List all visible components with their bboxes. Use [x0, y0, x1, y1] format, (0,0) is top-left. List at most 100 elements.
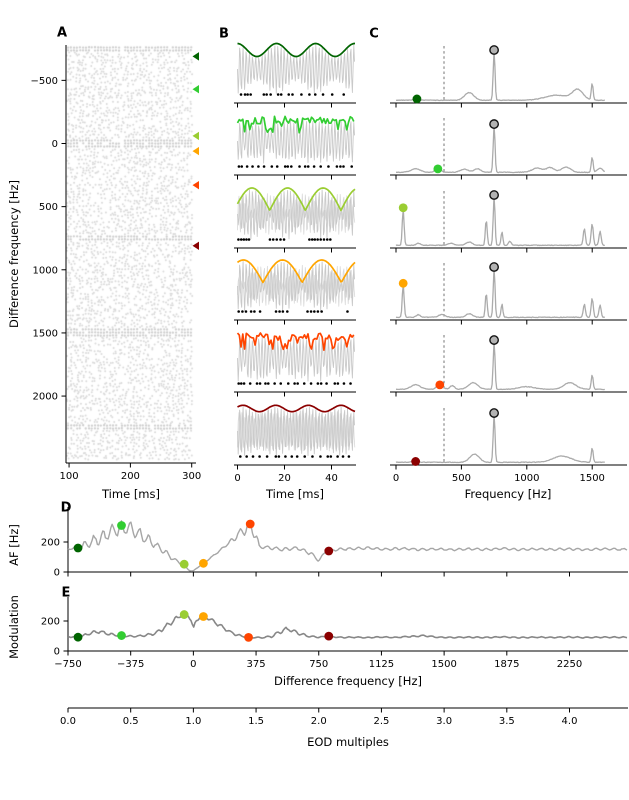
spike-dot [243, 93, 247, 96]
tick-label: 0 [54, 647, 60, 658]
panel-e-letter: E [61, 585, 71, 601]
spike-dot [281, 310, 285, 313]
panel-e-xlabel: Difference frequency [Hz] [274, 674, 422, 688]
tick-label: 40 [325, 473, 338, 484]
condition-dot [179, 610, 189, 619]
tick-label: 20 [278, 473, 291, 484]
spike-dot [298, 165, 301, 168]
spike-dot [342, 165, 345, 168]
modulation-curve [67, 612, 628, 639]
tick-label: 100 [60, 471, 79, 482]
carrier-wave [237, 335, 355, 382]
spike-dot [316, 310, 320, 313]
spike-dot [325, 382, 328, 385]
panel-d-letter: D [60, 500, 72, 516]
am-envelope [236, 332, 355, 351]
spike-dot [242, 238, 246, 241]
spike-dot [319, 382, 323, 385]
spike-dot [265, 455, 269, 458]
spike-dot [245, 165, 249, 168]
am-envelope [236, 187, 356, 212]
spike-dot [242, 382, 246, 385]
spike-dot [326, 455, 330, 458]
spike-dot [350, 165, 354, 168]
spike-dot [335, 165, 339, 168]
tick-label: 2.0 [311, 716, 327, 727]
spike-dot [286, 165, 290, 168]
af-dot [412, 94, 422, 104]
af-dot [433, 164, 443, 174]
spike-dot [310, 238, 314, 241]
tick-label: 1500 [33, 328, 58, 339]
am-envelope [236, 259, 356, 284]
spike-dot [313, 238, 317, 241]
tick-label: 1.0 [185, 716, 201, 727]
tick-label: 0.5 [123, 716, 139, 727]
spike-dot [273, 382, 276, 385]
df-marker [192, 180, 199, 190]
spike-dot [282, 238, 286, 241]
tick-label: 0 [393, 473, 399, 484]
panel-c-letter: C [369, 26, 379, 42]
spike-dot [262, 93, 266, 96]
eod-peak-marker [489, 190, 499, 200]
df-marker [192, 131, 199, 141]
df-marker [192, 84, 199, 94]
spike-dot [237, 165, 241, 168]
panel-b-letter: B [219, 26, 229, 42]
am-envelope [237, 404, 356, 413]
spike-dot [269, 93, 272, 96]
tick-label: 0 [52, 139, 58, 150]
carrier-wave [237, 189, 355, 240]
spike-dot [339, 165, 342, 168]
eod-peak-marker [489, 119, 499, 129]
eod-peak-marker [489, 262, 499, 272]
tick-label: −500 [31, 76, 58, 87]
spike-dot [309, 382, 313, 385]
spike-dot [342, 382, 346, 385]
spike-dot [237, 310, 240, 313]
panel-e-plot: 0 200 −750 −375 0 375 750 1125 1500 1875 2250 [41, 597, 628, 670]
spike-dot [271, 238, 275, 241]
spike-dot [319, 165, 322, 168]
spike-dot [300, 93, 303, 96]
spike-dot [270, 165, 274, 168]
df-marker [192, 241, 199, 250]
spike-dot [258, 310, 262, 313]
spectrum-curve [395, 413, 605, 464]
tick-label: 500 [39, 202, 58, 213]
tick-label: 3.5 [499, 716, 515, 727]
spike-dot [336, 382, 340, 385]
tick-label: 1500 [579, 473, 604, 484]
spike-dot [258, 455, 261, 458]
spike-dot [319, 455, 322, 458]
spike-dot [291, 93, 294, 96]
spike-dot [237, 238, 240, 241]
spike-dot [241, 310, 244, 313]
carrier-wave [237, 406, 355, 457]
spike-dot [295, 455, 299, 458]
eod-peak-marker [489, 45, 499, 55]
spike-dot [287, 93, 291, 96]
spike-dot [247, 238, 251, 241]
spike-dot [346, 310, 349, 313]
condition-dot [324, 546, 334, 556]
spike-dot [258, 382, 262, 385]
spike-dot [330, 93, 334, 96]
spike-dot [239, 238, 243, 241]
tick-label: 2250 [557, 659, 582, 670]
spike-dot [274, 310, 278, 313]
af-dot [411, 457, 421, 466]
tick-label: 2.5 [373, 716, 389, 727]
spike-dot [279, 382, 283, 385]
panel-c-plot: 0 500 1000 1500 [390, 45, 627, 484]
spike-dot [265, 93, 268, 96]
af-dot [398, 203, 408, 213]
spike-dot [251, 165, 254, 168]
spike-dot [249, 310, 253, 313]
condition-dot [244, 632, 253, 642]
spike-dot [245, 455, 248, 458]
spike-dot [244, 310, 248, 313]
spike-dot [325, 238, 329, 241]
tick-label: 1000 [514, 473, 539, 484]
